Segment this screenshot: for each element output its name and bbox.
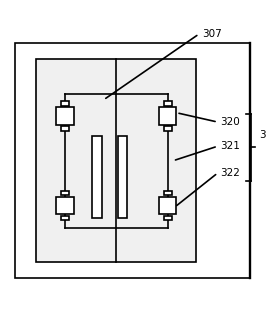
- Text: 321: 321: [221, 141, 240, 151]
- Text: 320: 320: [221, 117, 240, 127]
- Bar: [159, 197, 176, 214]
- Bar: [56, 197, 74, 214]
- Bar: [92, 137, 102, 218]
- Text: 307: 307: [202, 29, 222, 39]
- Bar: [164, 126, 171, 131]
- Bar: [164, 101, 171, 106]
- Bar: [61, 216, 69, 220]
- Bar: [36, 59, 197, 262]
- Bar: [164, 216, 171, 220]
- Bar: [61, 191, 69, 195]
- Bar: [159, 108, 176, 125]
- Bar: [164, 191, 171, 195]
- Bar: [15, 43, 250, 278]
- Bar: [61, 101, 69, 106]
- Text: 3: 3: [259, 130, 266, 141]
- Text: 322: 322: [221, 168, 240, 178]
- Bar: [56, 108, 74, 125]
- Bar: [61, 126, 69, 131]
- Bar: [118, 137, 127, 218]
